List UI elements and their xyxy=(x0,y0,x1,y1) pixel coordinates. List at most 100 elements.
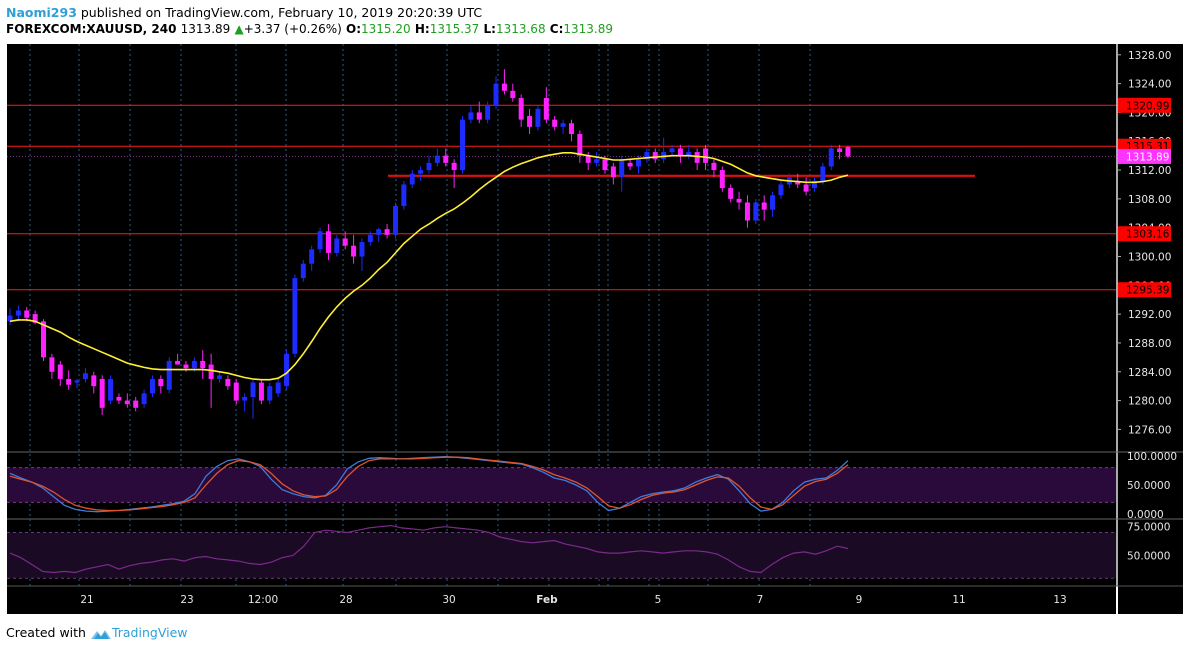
rsi-tick-label: 50.0000 xyxy=(1127,550,1170,562)
candle-body xyxy=(828,148,834,167)
candle-body xyxy=(66,378,72,385)
candle-body xyxy=(359,242,365,257)
candle-body xyxy=(677,148,683,156)
candle-body xyxy=(300,263,306,279)
candle-body xyxy=(728,188,734,199)
candle-body xyxy=(652,152,658,160)
candle-body xyxy=(409,173,415,185)
candle-body xyxy=(476,112,482,120)
candle-body xyxy=(200,360,206,369)
moving-average-line xyxy=(9,152,849,381)
candle-body xyxy=(108,378,114,401)
level-label-box xyxy=(1118,282,1171,298)
time-tick-label: 12:00 xyxy=(248,594,278,606)
candle-body xyxy=(552,119,558,127)
candle-body xyxy=(309,249,315,264)
candle-body xyxy=(669,148,675,153)
candle-body xyxy=(736,198,742,203)
candle-body xyxy=(284,353,290,387)
stochastic-d-line xyxy=(9,456,849,512)
candle-body xyxy=(426,162,432,171)
rsi-line xyxy=(9,524,849,574)
candle-body xyxy=(577,134,583,156)
candle-body xyxy=(744,202,750,221)
candle-body xyxy=(837,148,843,153)
candle-body xyxy=(392,206,398,235)
time-tick-label: 5 xyxy=(655,594,662,606)
candle-body xyxy=(485,105,491,120)
time-tick-label: 9 xyxy=(856,594,863,606)
publish-text: published on TradingView.com, February 1… xyxy=(80,5,483,20)
candle-body xyxy=(57,364,63,379)
time-tick-label: 11 xyxy=(952,594,965,606)
candle-body xyxy=(761,202,767,210)
time-axis-background xyxy=(7,586,1116,614)
low-label: L: xyxy=(483,22,496,36)
time-tick-label: 7 xyxy=(757,594,764,606)
candle-body xyxy=(644,152,650,160)
time-tick-label: 13 xyxy=(1053,594,1066,606)
candle-body xyxy=(258,382,264,401)
candle-body xyxy=(719,170,725,189)
current-price-box xyxy=(1118,148,1171,164)
time-tick-label: 21 xyxy=(80,594,93,606)
open-value: 1315.20 xyxy=(361,22,411,36)
candle-body xyxy=(334,238,340,253)
candle-body xyxy=(510,90,516,99)
candle-body xyxy=(292,278,298,354)
candle-body xyxy=(7,315,13,322)
time-tick-label: Feb xyxy=(536,594,558,606)
candle-body xyxy=(468,112,474,120)
price-tick-label: 1328.00 xyxy=(1128,50,1171,62)
candle-body xyxy=(175,360,181,365)
tradingview-brand[interactable]: TradingView xyxy=(111,625,188,640)
candle-body xyxy=(267,386,273,401)
candle-body xyxy=(384,229,390,235)
candle-body xyxy=(820,166,826,181)
price-tick-label: 1280.00 xyxy=(1128,396,1171,408)
candle-body xyxy=(133,400,139,408)
price-tick-label: 1300.00 xyxy=(1128,252,1171,264)
close-value: 1313.89 xyxy=(563,22,613,36)
price-tick-label: 1276.00 xyxy=(1128,424,1171,436)
price-chart[interactable]: 1276.001280.001284.001288.001292.001296.… xyxy=(0,40,1188,618)
candle-body xyxy=(24,310,30,318)
candle-body xyxy=(376,229,382,235)
author-name[interactable]: Naomi293 xyxy=(6,5,77,20)
candle-body xyxy=(191,360,197,369)
candle-body xyxy=(568,123,574,135)
last-price: 1313.89 xyxy=(180,22,231,36)
level-label: 1303.16 xyxy=(1126,229,1170,241)
price-tick-label: 1308.00 xyxy=(1128,194,1171,206)
candle-body xyxy=(451,162,457,171)
candle-body xyxy=(636,159,641,167)
price-tick-label: 1284.00 xyxy=(1128,367,1171,379)
level-label: 1295.39 xyxy=(1126,285,1169,297)
price-axis-background xyxy=(1118,44,1183,586)
candle-body xyxy=(82,373,88,379)
candle-body xyxy=(627,162,633,167)
candle-body xyxy=(166,360,172,390)
candle-body xyxy=(610,166,616,178)
candle-body xyxy=(91,375,97,387)
candle-body xyxy=(74,380,80,383)
level-label: 1320.99 xyxy=(1126,100,1169,112)
up-arrow-icon: ▲ xyxy=(234,22,244,36)
high-value: 1315.37 xyxy=(429,22,480,36)
price-tick-label: 1312.00 xyxy=(1128,165,1171,177)
candle-body xyxy=(217,375,222,379)
candle-body xyxy=(443,155,449,163)
axis-corner xyxy=(1118,586,1183,614)
candle-body xyxy=(619,159,625,178)
symbol-info: FOREXCOM:XAUUSD, 240 1313.89 ▲+3.37 (+0.… xyxy=(6,22,613,36)
candle-body xyxy=(518,98,524,120)
candle-body xyxy=(711,162,717,171)
time-tick-label: 28 xyxy=(339,594,352,606)
candle-body xyxy=(233,382,239,401)
candle-body xyxy=(116,396,122,401)
rsi-band xyxy=(7,532,1116,579)
candle-body xyxy=(778,184,784,196)
candle-body xyxy=(585,155,591,163)
candle-body xyxy=(183,364,189,369)
price-tick-label: 1288.00 xyxy=(1128,338,1171,350)
